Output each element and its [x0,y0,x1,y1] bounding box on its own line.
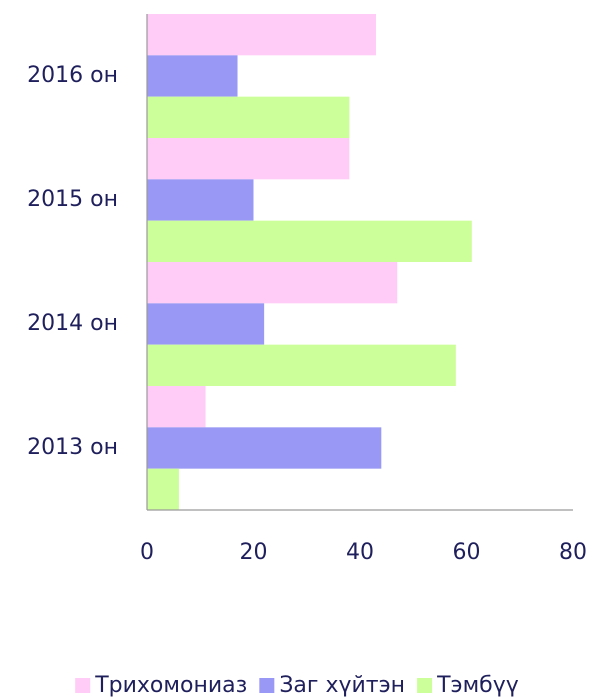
x-tick-label: 80 [559,540,587,565]
bar [147,303,265,345]
legend-label: Трихомониаз [94,673,247,698]
bar [147,96,350,138]
y-tick-label: 2013 он [27,435,118,460]
bar [147,14,376,56]
bar [147,468,179,510]
legend-swatch [259,678,275,693]
x-tick-label: 60 [453,540,481,565]
bar [147,138,350,180]
bar [147,427,382,469]
x-tick-label: 20 [240,540,268,565]
y-tick-label: 2016 он [27,63,118,88]
y-tick-label: 2015 он [27,187,118,212]
bar [147,55,238,97]
legend-swatch [417,678,433,693]
legend-swatch [75,678,91,693]
legend-label: Тэмбүү [436,673,519,698]
bar [147,179,254,221]
y-tick-label: 2014 он [27,311,118,336]
legend-label: Заг хүйтэн [279,673,405,698]
x-tick-label: 40 [346,540,374,565]
bar [147,220,472,262]
bar [147,386,206,428]
x-tick-label: 0 [140,540,154,565]
bar [147,262,398,304]
bar [147,344,456,386]
